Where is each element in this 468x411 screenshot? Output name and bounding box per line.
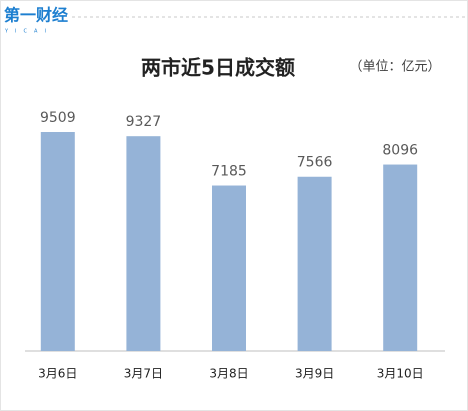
value-label: 9327	[126, 114, 162, 130]
x-tick-label: 3月9日	[295, 367, 334, 381]
logo-subtext: YICAI	[4, 29, 53, 35]
value-label: 9509	[40, 110, 76, 126]
bar	[212, 185, 246, 351]
logo: 第一财经	[4, 6, 68, 25]
x-tick-label: 3月10日	[377, 367, 424, 381]
chart-title: 两市近5日成交额	[141, 56, 295, 80]
bar	[297, 176, 332, 351]
bar	[40, 132, 75, 351]
x-tick-label: 3月6日	[38, 367, 77, 381]
value-label: 8096	[382, 143, 418, 159]
value-label: 7566	[297, 155, 333, 171]
unit-label: （单位：亿元）	[349, 60, 440, 75]
x-tick-label: 3月8日	[209, 367, 248, 381]
value-label: 7185	[211, 164, 247, 180]
bar	[383, 164, 418, 351]
bar	[126, 136, 161, 351]
x-tick-label: 3月7日	[124, 367, 163, 381]
